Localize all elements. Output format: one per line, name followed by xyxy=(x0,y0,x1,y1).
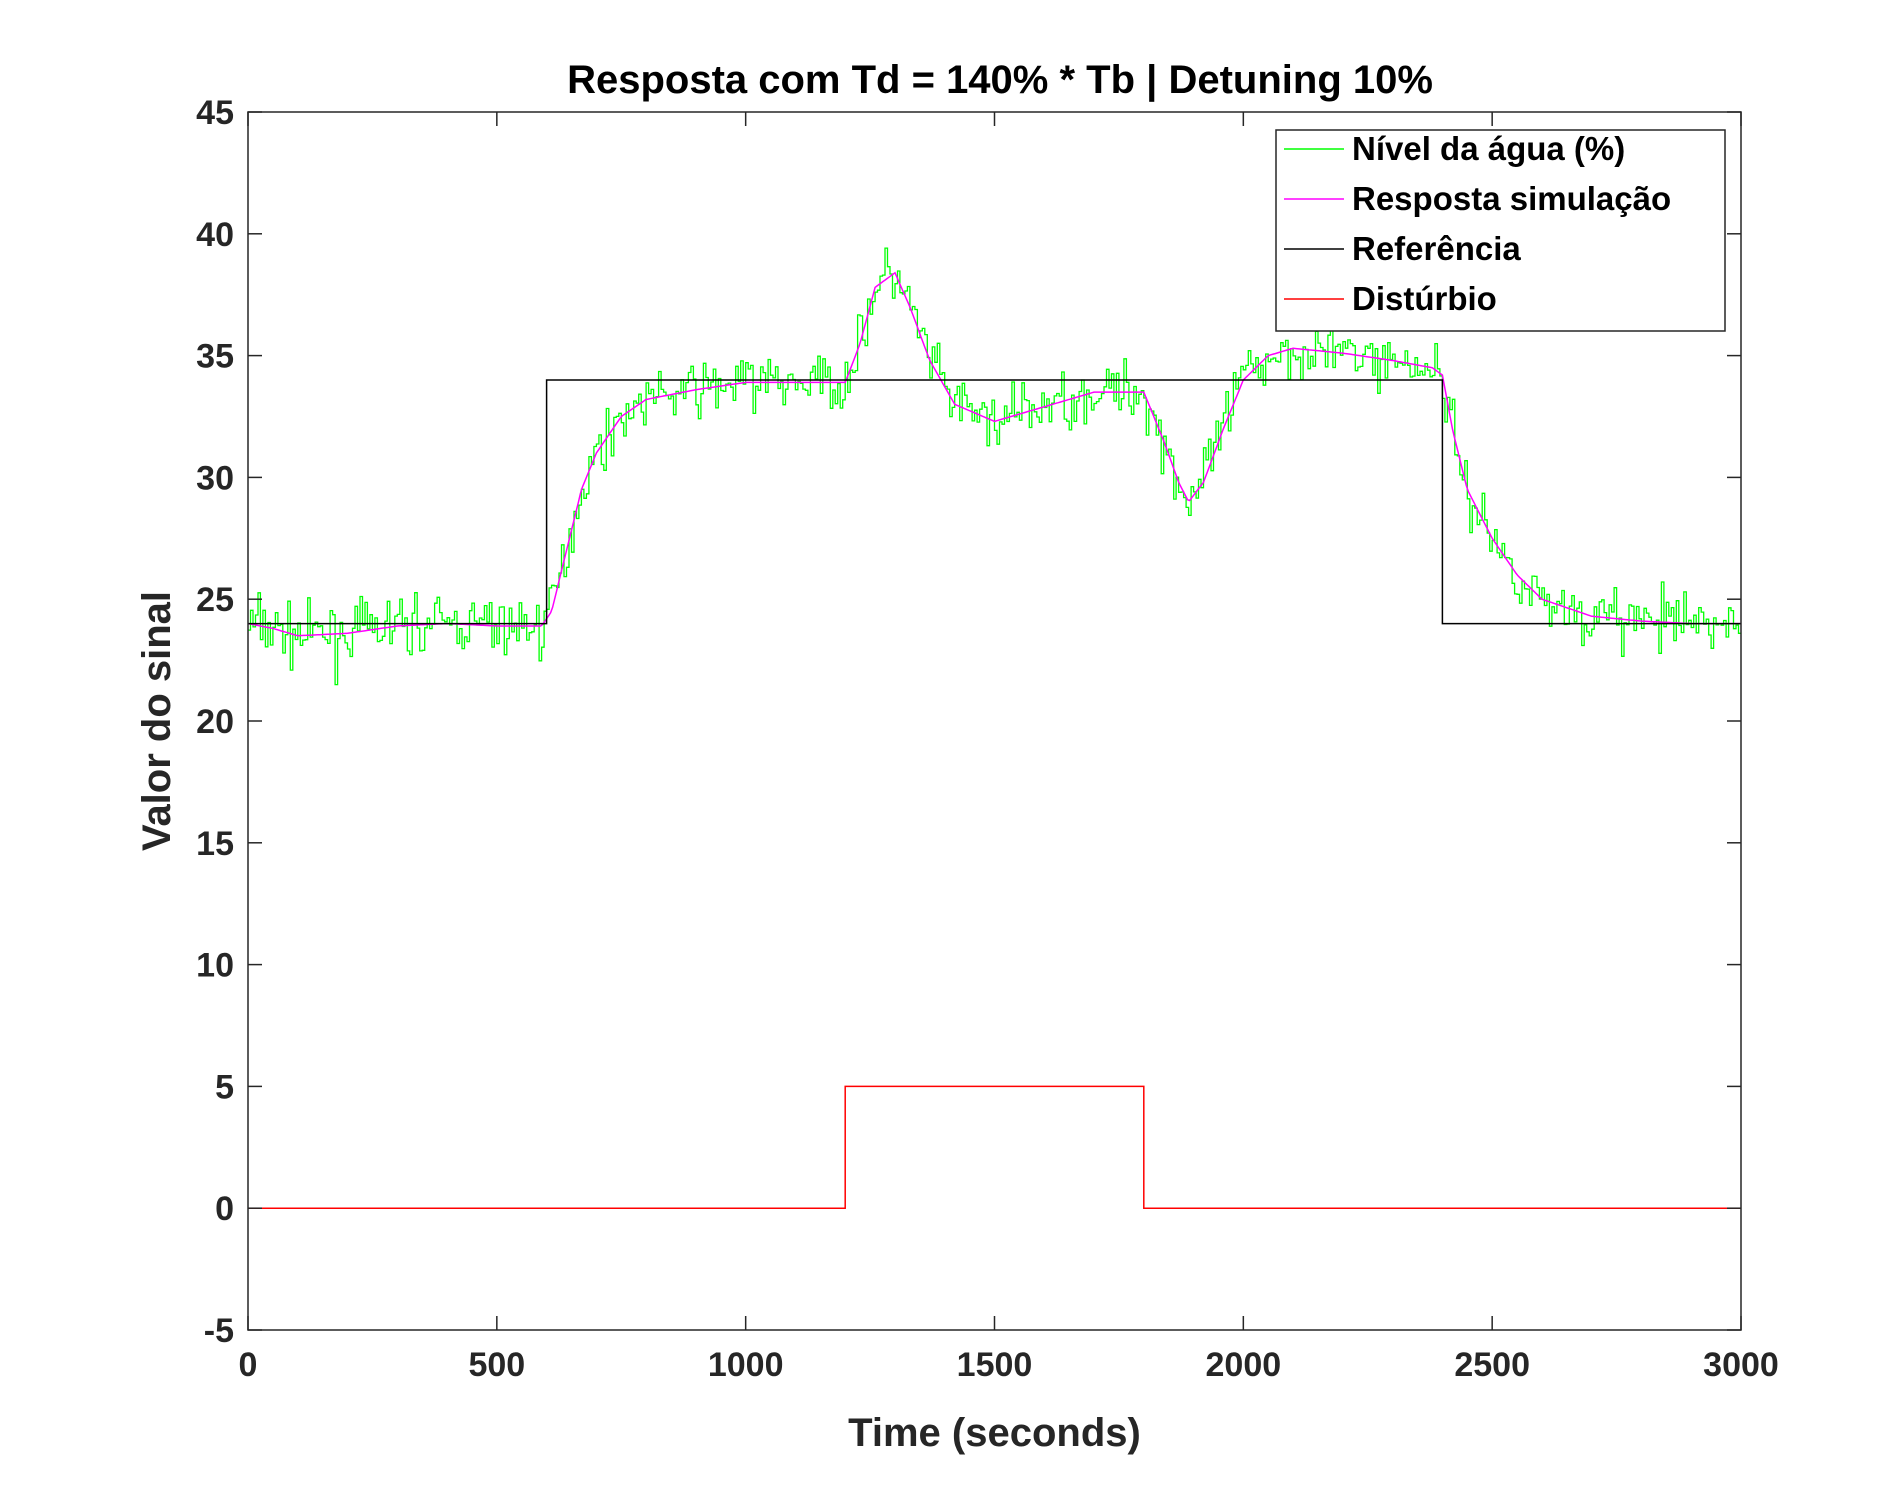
x-tick-label: 1000 xyxy=(708,1346,784,1384)
series-line-1 xyxy=(247,271,1741,637)
y-tick-label: 15 xyxy=(196,825,234,863)
y-axis: -5 0 5 10 15 20 25 30 35 40 45 xyxy=(196,94,1741,1350)
legend-entry: Nível da água (%) xyxy=(1352,130,1625,167)
y-tick-label: 0 xyxy=(215,1190,234,1228)
y-tick-label: 30 xyxy=(196,459,234,497)
x-tick-label: 3000 xyxy=(1703,1346,1779,1384)
legend-entry: Referência xyxy=(1352,230,1521,267)
y-tick-label: 40 xyxy=(196,216,234,254)
series-line-0 xyxy=(248,247,1741,686)
y-tick-label: 20 xyxy=(196,703,234,741)
y-tick-label: -5 xyxy=(204,1312,234,1350)
y-tick-label: 35 xyxy=(196,338,234,376)
series-line-2 xyxy=(248,379,1741,625)
x-tick-label: 2000 xyxy=(1206,1346,1282,1384)
series-line-3 xyxy=(248,1085,1741,1209)
legend-box xyxy=(1275,129,1726,332)
y-tick-label: 10 xyxy=(196,947,234,985)
legend-entry: Distúrbio xyxy=(1352,280,1497,317)
y-tick-label: 25 xyxy=(196,581,234,619)
x-tick-label: 500 xyxy=(468,1346,525,1384)
legend-entry: Resposta simulação xyxy=(1352,180,1671,217)
x-tick-label: 1500 xyxy=(957,1346,1033,1384)
y-tick-label: 5 xyxy=(215,1068,234,1106)
series-layer xyxy=(247,247,1741,1209)
x-tick-label: 2500 xyxy=(1454,1346,1530,1384)
y-axis-label: Valor do sinal xyxy=(135,591,179,851)
x-tick-label: 0 xyxy=(239,1346,258,1384)
legend: Nível da água (%) Resposta simulação Refer… xyxy=(1275,129,1726,332)
chart-title: Resposta com Td = 140% * Tb | Detuning 1… xyxy=(567,58,1433,102)
x-axis-label: Time (seconds) xyxy=(848,1411,1141,1455)
x-axis: 0 500 1000 1500 2000 2500 3000 xyxy=(239,112,1779,1384)
y-tick-label: 45 xyxy=(196,94,234,132)
